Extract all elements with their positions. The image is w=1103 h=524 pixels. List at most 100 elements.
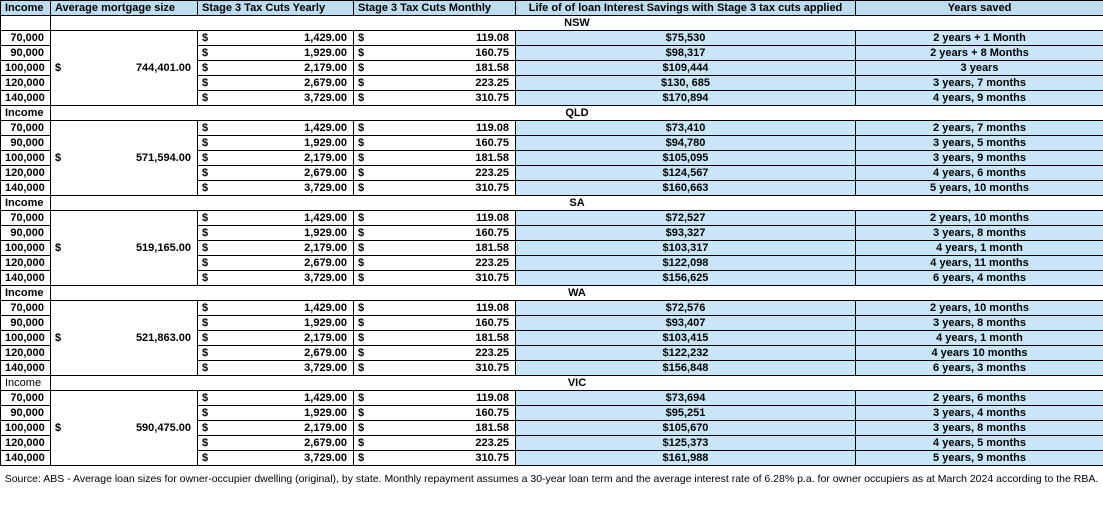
cell-tax-cut-yearly[interactable]: $2,679.00: [197, 345, 354, 361]
cell-tax-cut-monthly[interactable]: $223.25: [353, 345, 516, 361]
cell-tax-cut-yearly[interactable]: $2,179.00: [197, 60, 354, 76]
cell-tax-cut-yearly[interactable]: $1,929.00: [197, 225, 354, 241]
cell-tax-cut-yearly[interactable]: $1,929.00: [197, 315, 354, 331]
cell-tax-cut-yearly[interactable]: $1,929.00: [197, 135, 354, 151]
cell-tax-cut-monthly[interactable]: $119.08: [353, 120, 516, 136]
cell-tax-cut-yearly[interactable]: $3,729.00: [197, 180, 354, 196]
cell-tax-cut-yearly[interactable]: $3,729.00: [197, 450, 354, 466]
state-label-sa[interactable]: SA: [50, 195, 1103, 211]
cell-income[interactable]: 90,000: [0, 135, 51, 151]
cell-tax-cut-yearly[interactable]: $2,179.00: [197, 330, 354, 346]
cell-income[interactable]: 140,000: [0, 360, 51, 376]
cell-tax-cut-monthly[interactable]: $119.08: [353, 390, 516, 406]
cell-tax-cut-yearly[interactable]: $1,429.00: [197, 300, 354, 316]
cell-tax-cut-monthly[interactable]: $160.75: [353, 45, 516, 61]
cell-interest-savings[interactable]: $103,415: [515, 330, 856, 346]
cell-income[interactable]: 120,000: [0, 255, 51, 271]
cell-years-saved[interactable]: 4 years, 11 months: [855, 255, 1103, 271]
cell-income[interactable]: 70,000: [0, 390, 51, 406]
cell-tax-cut-monthly[interactable]: $310.75: [353, 90, 516, 106]
cell-income[interactable]: 120,000: [0, 165, 51, 181]
cell-years-saved[interactable]: 4 years, 6 months: [855, 165, 1103, 181]
state-label-nsw[interactable]: NSW: [50, 15, 1103, 31]
header-tax-cuts-yearly[interactable]: Stage 3 Tax Cuts Yearly: [197, 0, 354, 16]
cell-tax-cut-yearly[interactable]: $2,179.00: [197, 150, 354, 166]
cell-tax-cut-monthly[interactable]: $119.08: [353, 30, 516, 46]
cell-tax-cut-monthly[interactable]: $119.08: [353, 300, 516, 316]
cell-years-saved[interactable]: 5 years, 9 months: [855, 450, 1103, 466]
cell-income[interactable]: 100,000: [0, 420, 51, 436]
cell-interest-savings[interactable]: $73,694: [515, 390, 856, 406]
cell-income[interactable]: 120,000: [0, 435, 51, 451]
cell-years-saved[interactable]: 6 years, 3 months: [855, 360, 1103, 376]
cell-tax-cut-yearly[interactable]: $2,179.00: [197, 240, 354, 256]
cell-income[interactable]: 90,000: [0, 405, 51, 421]
cell-years-saved[interactable]: 4 years, 5 months: [855, 435, 1103, 451]
state-label-vic[interactable]: VIC: [50, 375, 1103, 391]
cell-interest-savings[interactable]: $124,567: [515, 165, 856, 181]
cell-interest-savings[interactable]: $130, 685: [515, 75, 856, 91]
cell-years-saved[interactable]: 2 years + 1 Month: [855, 30, 1103, 46]
cell-income[interactable]: 100,000: [0, 60, 51, 76]
cell-income[interactable]: 90,000: [0, 315, 51, 331]
cell-years-saved[interactable]: 4 years 10 months: [855, 345, 1103, 361]
cell-tax-cut-yearly[interactable]: $2,679.00: [197, 165, 354, 181]
cell-tax-cut-yearly[interactable]: $1,429.00: [197, 390, 354, 406]
cell-income[interactable]: 120,000: [0, 345, 51, 361]
cell-tax-cut-yearly[interactable]: $1,429.00: [197, 210, 354, 226]
cell-interest-savings[interactable]: $98,317: [515, 45, 856, 61]
cell-income[interactable]: 70,000: [0, 30, 51, 46]
cell-years-saved[interactable]: 2 years, 10 months: [855, 300, 1103, 316]
cell-years-saved[interactable]: 3 years, 7 months: [855, 75, 1103, 91]
cell-tax-cut-monthly[interactable]: $160.75: [353, 135, 516, 151]
cell-tax-cut-monthly[interactable]: $223.25: [353, 255, 516, 271]
cell-tax-cut-monthly[interactable]: $181.58: [353, 60, 516, 76]
cell-years-saved[interactable]: 3 years, 4 months: [855, 405, 1103, 421]
cell-tax-cut-monthly[interactable]: $160.75: [353, 405, 516, 421]
cell-tax-cut-yearly[interactable]: $3,729.00: [197, 270, 354, 286]
cell-years-saved[interactable]: 2 years, 7 months: [855, 120, 1103, 136]
cell-tax-cut-monthly[interactable]: $181.58: [353, 330, 516, 346]
cell-income[interactable]: 120,000: [0, 75, 51, 91]
header-income[interactable]: Income: [0, 0, 51, 16]
cell-interest-savings[interactable]: $170,894: [515, 90, 856, 106]
cell-interest-savings[interactable]: $122,232: [515, 345, 856, 361]
cell-interest-savings[interactable]: $122,098: [515, 255, 856, 271]
cell-years-saved[interactable]: 4 years, 1 month: [855, 240, 1103, 256]
cell-tax-cut-monthly[interactable]: $310.75: [353, 270, 516, 286]
cell-interest-savings[interactable]: $72,576: [515, 300, 856, 316]
cell-income[interactable]: 70,000: [0, 120, 51, 136]
cell-tax-cut-yearly[interactable]: $1,429.00: [197, 30, 354, 46]
state-label-qld[interactable]: QLD: [50, 105, 1103, 121]
cell-years-saved[interactable]: 2 years, 10 months: [855, 210, 1103, 226]
cell-avg-mortgage[interactable]: $571,594.00: [50, 120, 198, 196]
cell-tax-cut-monthly[interactable]: $181.58: [353, 240, 516, 256]
cell-tax-cut-monthly[interactable]: $181.58: [353, 150, 516, 166]
cell-years-saved[interactable]: 4 years, 1 month: [855, 330, 1103, 346]
cell-income[interactable]: 140,000: [0, 450, 51, 466]
cell-years-saved[interactable]: 3 years, 8 months: [855, 420, 1103, 436]
cell-years-saved[interactable]: 3 years: [855, 60, 1103, 76]
cell-interest-savings[interactable]: $93,407: [515, 315, 856, 331]
header-avg-mortgage-size[interactable]: Average mortgage size: [50, 0, 198, 16]
cell-tax-cut-monthly[interactable]: $223.25: [353, 435, 516, 451]
cell-tax-cut-monthly[interactable]: $310.75: [353, 180, 516, 196]
cell-interest-savings[interactable]: $156,848: [515, 360, 856, 376]
cell-interest-savings[interactable]: $73,410: [515, 120, 856, 136]
cell-interest-savings[interactable]: $125,373: [515, 435, 856, 451]
cell-tax-cut-monthly[interactable]: $223.25: [353, 165, 516, 181]
cell-interest-savings[interactable]: $95,251: [515, 405, 856, 421]
income-section-label[interactable]: Income: [0, 285, 51, 301]
cell-avg-mortgage[interactable]: $590,475.00: [50, 390, 198, 466]
cell-years-saved[interactable]: 3 years, 8 months: [855, 225, 1103, 241]
cell-years-saved[interactable]: 4 years, 9 months: [855, 90, 1103, 106]
cell-income[interactable]: 90,000: [0, 45, 51, 61]
cell-income[interactable]: 100,000: [0, 240, 51, 256]
header-years-saved[interactable]: Years saved: [855, 0, 1103, 16]
cell-avg-mortgage[interactable]: $744,401.00: [50, 30, 198, 106]
cell-years-saved[interactable]: 6 years, 4 months: [855, 270, 1103, 286]
cell-tax-cut-monthly[interactable]: $160.75: [353, 315, 516, 331]
cell-interest-savings[interactable]: $160,663: [515, 180, 856, 196]
cell-tax-cut-monthly[interactable]: $160.75: [353, 225, 516, 241]
cell-income[interactable]: 140,000: [0, 90, 51, 106]
